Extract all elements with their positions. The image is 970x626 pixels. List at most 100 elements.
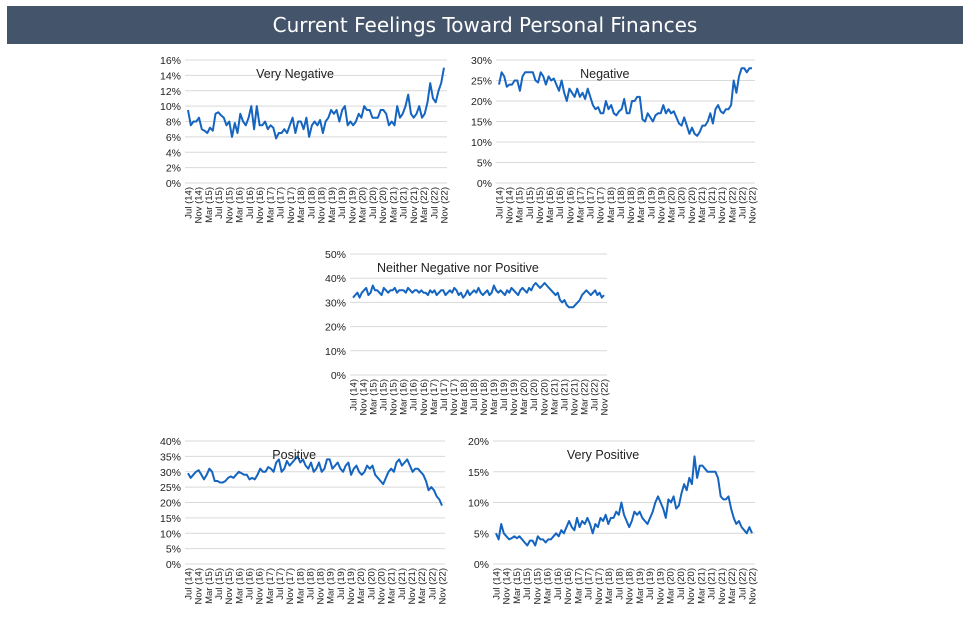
y-tick-label: 30% bbox=[160, 467, 181, 479]
y-tick-label: 2% bbox=[166, 163, 181, 175]
x-tick-label: Jul (14) bbox=[349, 379, 360, 411]
x-tick-label: Mar (22) bbox=[579, 379, 590, 415]
x-tick-label: Nov (22) bbox=[748, 568, 759, 604]
x-tick-label: Nov (15) bbox=[224, 568, 235, 604]
chart-title: Positive bbox=[272, 448, 316, 462]
y-tick-label: 20% bbox=[325, 322, 346, 334]
x-tick-label: Mar (21) bbox=[387, 568, 398, 604]
y-tick-label: 0% bbox=[474, 559, 489, 571]
x-tick-label: Jul (17) bbox=[275, 568, 286, 600]
x-tick-label: Mar (16) bbox=[234, 568, 245, 604]
x-tick-label: Nov (20) bbox=[378, 187, 389, 223]
x-tick-label: Mar (22) bbox=[727, 568, 738, 604]
chart-title: Neither Negative nor Positive bbox=[377, 261, 539, 275]
x-tick-label: Nov (14) bbox=[502, 568, 513, 604]
x-tick-label: Nov (16) bbox=[419, 379, 430, 415]
x-tick-label: Mar (21) bbox=[696, 568, 707, 604]
x-tick-label: Mar (19) bbox=[326, 568, 337, 604]
x-tick-label: Mar (18) bbox=[295, 568, 306, 604]
x-tick-label: Jul (19) bbox=[646, 187, 657, 219]
x-tick-label: Nov (19) bbox=[346, 568, 357, 604]
x-tick-label: Jul (21) bbox=[397, 568, 408, 600]
x-tick-label: Jul (14) bbox=[184, 568, 195, 600]
x-tick-label: Nov (20) bbox=[539, 379, 550, 415]
x-tick-label: Mar (15) bbox=[204, 568, 215, 604]
x-tick-label: Jul (17) bbox=[276, 187, 287, 219]
series-line bbox=[187, 67, 445, 140]
page-title: Current Feelings Toward Personal Finance… bbox=[272, 13, 698, 37]
x-tick-label: Jul (17) bbox=[584, 568, 595, 600]
y-tick-label: 5% bbox=[474, 528, 489, 540]
x-tick-label: Nov (18) bbox=[626, 187, 637, 223]
y-tick-label: 50% bbox=[325, 249, 346, 261]
y-tick-label: 15% bbox=[471, 117, 492, 129]
x-tick-label: Mar (21) bbox=[388, 187, 399, 223]
x-tick-label: Nov (14) bbox=[194, 187, 205, 223]
y-tick-label: 35% bbox=[160, 451, 181, 463]
x-tick-label: Nov (21) bbox=[717, 568, 728, 604]
x-tick-label: Mar (18) bbox=[606, 187, 617, 223]
x-tick-label: Mar (19) bbox=[327, 187, 338, 223]
x-tick-label: Jul (19) bbox=[499, 379, 510, 411]
y-tick-label: 15% bbox=[160, 513, 181, 525]
x-tick-label: Nov (18) bbox=[316, 568, 327, 604]
x-tick-label: Mar (16) bbox=[399, 379, 410, 415]
chart-title: Negative bbox=[580, 67, 629, 81]
x-tick-label: Nov (22) bbox=[438, 568, 449, 604]
x-tick-label: Mar (18) bbox=[459, 379, 470, 415]
y-tick-label: 25% bbox=[160, 482, 181, 494]
x-tick-label: Nov (19) bbox=[655, 568, 666, 604]
x-tick-label: Jul (18) bbox=[614, 568, 625, 600]
x-tick-label: Jul (22) bbox=[427, 568, 438, 600]
x-tick-label: Nov (14) bbox=[359, 379, 370, 415]
x-tick-label: Mar (21) bbox=[697, 187, 708, 223]
x-tick-label: Jul (20) bbox=[677, 187, 688, 219]
x-tick-label: Jul (19) bbox=[337, 187, 348, 219]
y-tick-label: 10% bbox=[468, 498, 489, 510]
x-tick-label: Jul (17) bbox=[439, 379, 450, 411]
x-tick-label: Jul (20) bbox=[368, 187, 379, 219]
x-tick-label: Nov (20) bbox=[686, 568, 697, 604]
x-tick-label: Mar (15) bbox=[369, 379, 380, 415]
x-tick-label: Jul (22) bbox=[589, 379, 600, 411]
x-tick-label: Jul (16) bbox=[409, 379, 420, 411]
x-tick-label: Mar (15) bbox=[512, 568, 523, 604]
x-tick-label: Nov (18) bbox=[479, 379, 490, 415]
y-tick-label: 30% bbox=[471, 55, 492, 67]
x-tick-label: Nov (21) bbox=[407, 568, 418, 604]
series-line bbox=[495, 455, 753, 547]
x-tick-label: Jul (16) bbox=[553, 568, 564, 600]
x-tick-label: Nov (22) bbox=[440, 187, 451, 223]
x-tick-label: Mar (17) bbox=[573, 568, 584, 604]
x-tick-label: Nov (17) bbox=[596, 187, 607, 223]
x-tick-label: Nov (20) bbox=[377, 568, 388, 604]
x-tick-label: Jul (18) bbox=[305, 568, 316, 600]
x-tick-label: Mar (15) bbox=[204, 187, 215, 223]
x-tick-label: Nov (15) bbox=[535, 187, 546, 223]
y-tick-label: 0% bbox=[331, 370, 346, 382]
x-tick-label: Jul (19) bbox=[336, 568, 347, 600]
x-tick-label: Mar (22) bbox=[727, 187, 738, 223]
x-tick-label: Jul (16) bbox=[555, 187, 566, 219]
y-tick-label: 12% bbox=[160, 86, 181, 98]
y-tick-label: 0% bbox=[166, 178, 181, 190]
y-tick-label: 25% bbox=[471, 76, 492, 88]
x-tick-label: Nov (18) bbox=[625, 568, 636, 604]
x-tick-label: Jul (20) bbox=[676, 568, 687, 600]
x-tick-label: Jul (18) bbox=[306, 187, 317, 219]
x-tick-label: Nov (22) bbox=[600, 379, 611, 415]
y-tick-label: 20% bbox=[471, 96, 492, 108]
x-tick-label: Mar (18) bbox=[296, 187, 307, 223]
x-tick-label: Nov (19) bbox=[347, 187, 358, 223]
x-tick-label: Nov (16) bbox=[255, 187, 266, 223]
x-tick-label: Jul (18) bbox=[469, 379, 480, 411]
x-tick-label: Jul (15) bbox=[214, 568, 225, 600]
x-tick-label: Mar (19) bbox=[489, 379, 500, 415]
y-tick-label: 0% bbox=[166, 559, 181, 571]
y-tick-label: 20% bbox=[160, 498, 181, 510]
y-tick-label: 40% bbox=[160, 436, 181, 448]
y-tick-label: 10% bbox=[471, 137, 492, 149]
x-tick-label: Jul (14) bbox=[184, 187, 195, 219]
y-tick-label: 8% bbox=[166, 117, 181, 129]
